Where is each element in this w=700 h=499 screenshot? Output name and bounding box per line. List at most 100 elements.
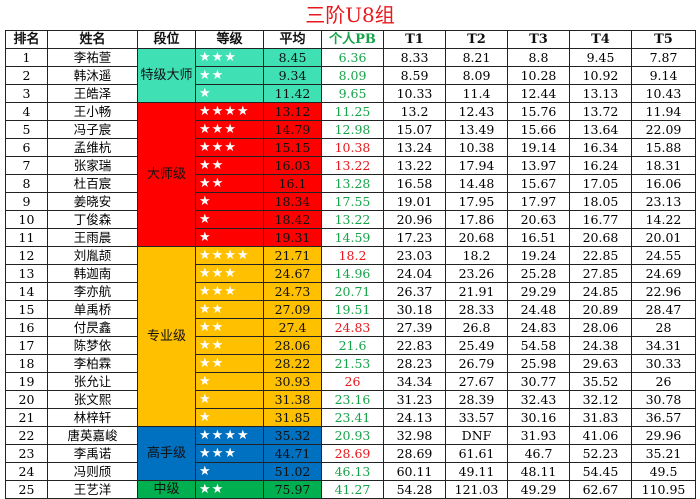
rank-cell: 23 — [5, 444, 48, 463]
t4-cell: 17.05 — [569, 174, 632, 193]
t2-cell: DNF — [445, 426, 508, 445]
results-table: 排名 姓名 段位 等级 平均 个人PB T1 T2 T3 T4 T5 1 李祐萱特… — [5, 30, 696, 499]
t1-cell: 60.11 — [383, 462, 446, 481]
rank-cell: 1 — [5, 48, 48, 67]
t5-cell: 30.33 — [631, 354, 696, 373]
level-stars: ★★★★ — [195, 102, 264, 121]
t3-cell: 15.66 — [507, 120, 570, 139]
name-cell: 陈梦依 — [47, 336, 138, 355]
header-t1: T1 — [383, 30, 446, 49]
rank-cell: 15 — [5, 300, 48, 319]
rank-cell: 5 — [5, 120, 48, 139]
t4-cell: 29.63 — [569, 354, 632, 373]
pb-cell: 20.93 — [321, 426, 384, 445]
pb-cell: 6.36 — [321, 48, 384, 67]
header-rank: 排名 — [5, 30, 48, 49]
t4-cell: 28.06 — [569, 318, 632, 337]
pb-cell: 11.25 — [321, 102, 384, 121]
header-name: 姓名 — [47, 30, 138, 49]
t2-cell: 28.39 — [445, 390, 508, 409]
pb-cell: 8.09 — [321, 66, 384, 85]
table-row: 11 王雨晨 ★ 19.31 14.59 17.23 20.68 16.51 20.68 20.0… — [5, 228, 696, 247]
t3-cell: 32.43 — [507, 390, 570, 409]
average-cell: 27.09 — [263, 300, 322, 319]
t1-cell: 16.58 — [383, 174, 446, 193]
t4-cell: 16.34 — [569, 138, 632, 157]
t3-cell: 10.28 — [507, 66, 570, 85]
average-cell: 8.45 — [263, 48, 322, 67]
name-cell: 李柏霖 — [47, 354, 138, 373]
level-stars: ★★ — [195, 354, 264, 373]
t2-cell: 23.26 — [445, 264, 508, 283]
t4-cell: 16.77 — [569, 210, 632, 229]
name-cell: 李亦航 — [47, 282, 138, 301]
rank-cell: 24 — [5, 462, 48, 481]
name-cell: 王艺洋 — [47, 480, 138, 499]
t3-cell: 20.63 — [507, 210, 570, 229]
name-cell: 林梓轩 — [47, 408, 138, 427]
t4-cell: 20.68 — [569, 228, 632, 247]
rank-cell: 25 — [5, 480, 48, 499]
name-cell: 韩迦南 — [47, 264, 138, 283]
rank-cell: 21 — [5, 408, 48, 427]
segment-cell: 专业级 — [137, 246, 196, 427]
name-cell: 李祐萱 — [47, 48, 138, 67]
table-row: 10 丁俊森 ★ 18.42 13.22 20.96 17.86 20.63 16.77 14.2… — [5, 210, 696, 229]
t5-cell: 23.13 — [631, 192, 696, 211]
name-cell: 张家瑞 — [47, 156, 138, 175]
t2-cell: 28.33 — [445, 300, 508, 319]
rank-cell: 13 — [5, 264, 48, 283]
pb-cell: 17.55 — [321, 192, 384, 211]
t1-cell: 13.22 — [383, 156, 446, 175]
average-cell: 13.12 — [263, 102, 322, 121]
average-cell: 28.22 — [263, 354, 322, 373]
t2-cell: 13.49 — [445, 120, 508, 139]
header-average: 平均 — [263, 30, 322, 49]
page-title: 三阶U8组 — [305, 3, 395, 27]
t3-cell: 8.8 — [507, 48, 570, 67]
name-cell: 李禹诺 — [47, 444, 138, 463]
t4-cell: 10.92 — [569, 66, 632, 85]
average-cell: 30.93 — [263, 372, 322, 391]
t1-cell: 28.23 — [383, 354, 446, 373]
t2-cell: 18.2 — [445, 246, 508, 265]
t3-cell: 48.11 — [507, 462, 570, 481]
t2-cell: 33.57 — [445, 408, 508, 427]
t1-cell: 17.23 — [383, 228, 446, 247]
t5-cell: 24.55 — [631, 246, 696, 265]
table-body: 1 李祐萱 特级大师 ★★★ 8.45 6.36 8.33 8.21 8.8 9.45 7.87 2 韩… — [5, 48, 696, 499]
t1-cell: 34.34 — [383, 372, 446, 391]
t4-cell: 13.72 — [569, 102, 632, 121]
table-row: 22 唐英嘉峻 高手级 ★★★★ 35.32 20.93 32.98 DNF 31.93 41.0… — [5, 426, 696, 481]
level-stars: ★★★★ — [195, 246, 264, 265]
t3-cell: 24.83 — [507, 318, 570, 337]
t4-cell: 52.23 — [569, 444, 632, 463]
t5-cell: 22.09 — [631, 120, 696, 139]
header-t3: T3 — [507, 30, 570, 49]
t5-cell: 24.69 — [631, 264, 696, 283]
average-cell: 24.73 — [263, 282, 322, 301]
level-stars: ★★ — [195, 174, 264, 193]
name-cell: 孟维杭 — [47, 138, 138, 157]
t5-cell: 49.5 — [631, 462, 696, 481]
t3-cell: 12.44 — [507, 84, 570, 103]
level-stars: ★★ — [195, 336, 264, 355]
average-cell: 14.79 — [263, 120, 322, 139]
average-cell: 28.06 — [263, 336, 322, 355]
rank-cell: 14 — [5, 282, 48, 301]
t3-cell: 29.29 — [507, 282, 570, 301]
rank-cell: 19 — [5, 372, 48, 391]
pb-cell: 28.69 — [321, 444, 384, 463]
t2-cell: 10.38 — [445, 138, 508, 157]
average-cell: 19.31 — [263, 228, 322, 247]
table-row: 19 张允让 ★ 30.93 26 34.34 27.67 30.77 35.52 26 — [5, 372, 696, 391]
level-stars: ★★★ — [195, 120, 264, 139]
t5-cell: 9.14 — [631, 66, 696, 85]
table-row: 4 王小畅 大师级 ★★★★ 13.12 11.25 13.2 12.43 15.76 13.72… — [5, 102, 696, 247]
t1-cell: 22.83 — [383, 336, 446, 355]
rank-cell: 22 — [5, 426, 48, 445]
average-cell: 16.03 — [263, 156, 322, 175]
t2-cell: 61.61 — [445, 444, 508, 463]
rank-cell: 8 — [5, 174, 48, 193]
level-stars: ★★★ — [195, 264, 264, 283]
